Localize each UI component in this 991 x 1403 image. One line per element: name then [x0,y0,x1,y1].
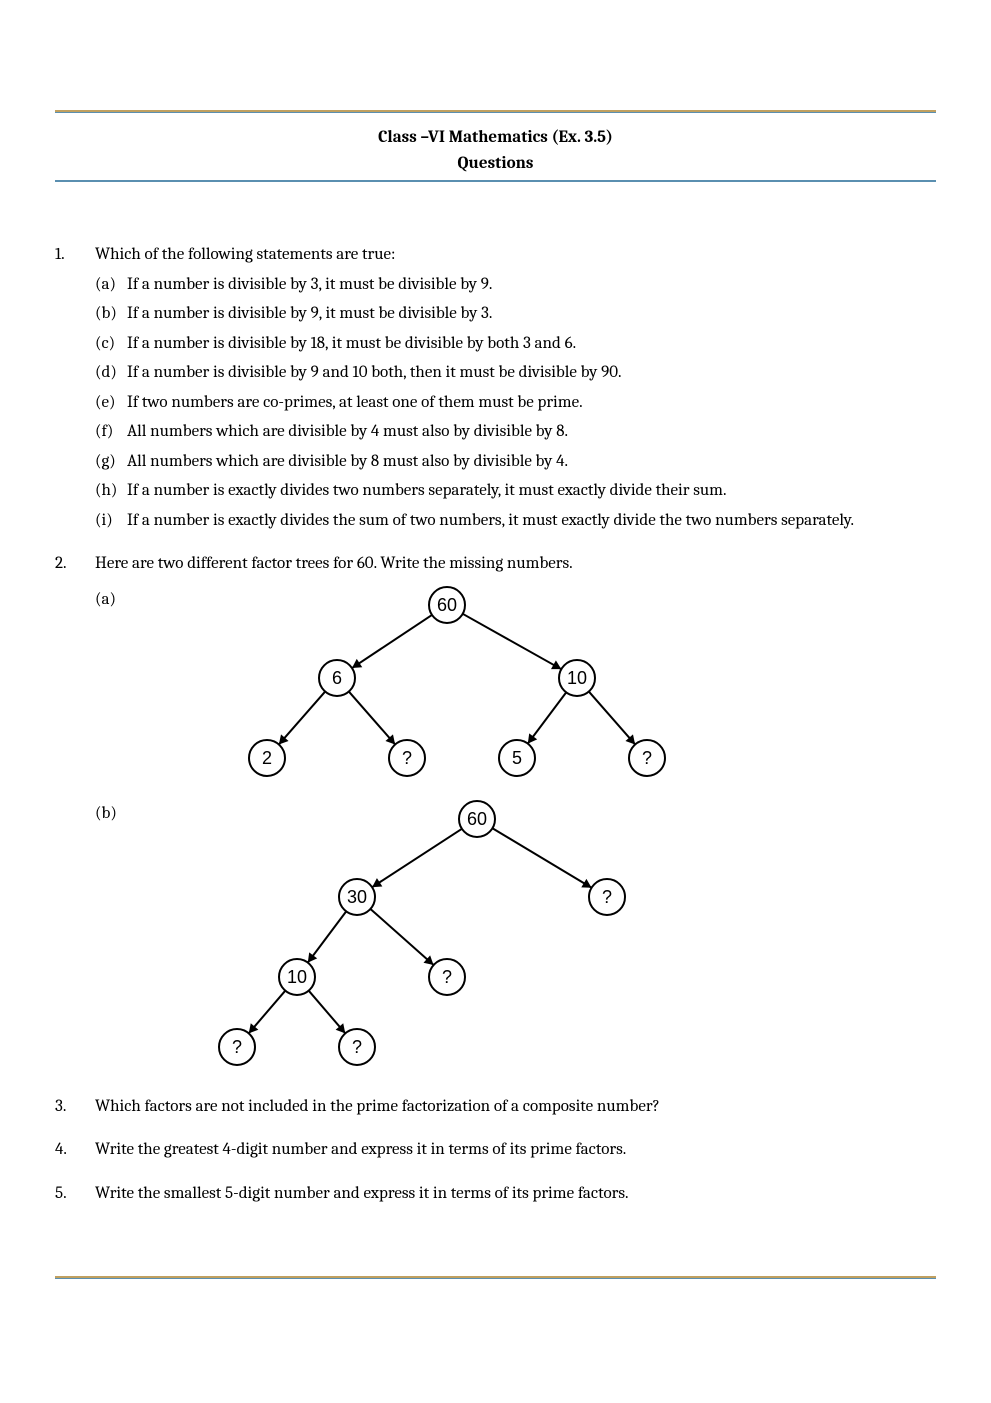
question-prompt: Here are two different factor trees for … [95,551,936,577]
sub-text: If a number is exactly divides two numbe… [127,478,936,504]
question: 5.Write the smallest 5-digit number and … [55,1181,936,1207]
sub-label: (d) [95,360,127,386]
sub-label: (a) [95,272,127,298]
question-body: Which of the following statements are tr… [95,242,936,533]
header-underline [55,180,936,182]
tree-label: (a) [95,583,127,792]
svg-text:?: ? [402,748,412,768]
sub-text: If two numbers are co-primes, at least o… [127,390,936,416]
question: 2.Here are two different factor trees fo… [55,551,936,1076]
sub-item: (e)If two numbers are co-primes, at leas… [95,390,936,416]
svg-text:60: 60 [437,595,457,615]
question-prompt: Which factors are not included in the pr… [95,1094,936,1120]
sub-list: (a)If a number is divisible by 3, it mus… [95,272,936,534]
question-number: 2. [55,551,95,1076]
sub-label: (b) [95,301,127,327]
question-prompt: Write the smallest 5-digit number and ex… [95,1181,936,1207]
question-prompt: Which of the following statements are tr… [95,242,936,268]
page-subtitle: Questions [55,151,936,177]
question-body: Write the smallest 5-digit number and ex… [95,1181,936,1207]
top-divider [55,110,936,113]
question-body: Which factors are not included in the pr… [95,1094,936,1120]
sub-label: (f) [95,419,127,445]
factor-tree: 60 6 10 2? 5? [187,583,707,783]
sub-text: All numbers which are divisible by 4 mus… [127,419,936,445]
sub-label: (g) [95,449,127,475]
question: 3.Which factors are not included in the … [55,1094,936,1120]
sub-item: (h)If a number is exactly divides two nu… [95,478,936,504]
sub-item: (c)If a number is divisible by 18, it mu… [95,331,936,357]
question: 4.Write the greatest 4-digit number and … [55,1137,936,1163]
sub-label: (i) [95,508,127,534]
page-title: Class –VI Mathematics (Ex. 3.5) [55,125,936,151]
svg-text:?: ? [352,1037,362,1057]
svg-text:?: ? [602,887,612,907]
tree-container: (b) 60 30? 10??? [95,797,936,1076]
svg-text:60: 60 [467,809,487,829]
svg-text:?: ? [642,748,652,768]
question-number: 1. [55,242,95,533]
svg-text:10: 10 [567,668,587,688]
question: 1.Which of the following statements are … [55,242,936,533]
svg-text:2: 2 [262,748,272,768]
sub-item: (i)If a number is exactly divides the su… [95,508,936,534]
question-number: 3. [55,1094,95,1120]
question-number: 5. [55,1181,95,1207]
sub-label: (h) [95,478,127,504]
sub-text: All numbers which are divisible by 8 mus… [127,449,936,475]
sub-text: If a number is divisible by 18, it must … [127,331,936,357]
svg-text:30: 30 [347,887,367,907]
svg-text:?: ? [232,1037,242,1057]
svg-text:6: 6 [332,668,342,688]
question-number: 4. [55,1137,95,1163]
sub-text: If a number is exactly divides the sum o… [127,508,936,534]
tree-container: (a) 60 6 10 2? 5? [95,583,936,792]
sub-item: (g)All numbers which are divisible by 8 … [95,449,936,475]
sub-item: (a)If a number is divisible by 3, it mus… [95,272,936,298]
question-body: Write the greatest 4-digit number and ex… [95,1137,936,1163]
sub-label: (e) [95,390,127,416]
sub-item: (f)All numbers which are divisible by 4 … [95,419,936,445]
questions-container: 1.Which of the following statements are … [55,242,936,1206]
sub-item: (d)If a number is divisible by 9 and 10 … [95,360,936,386]
sub-text: If a number is divisible by 3, it must b… [127,272,936,298]
bottom-divider [55,1276,936,1279]
question-prompt: Write the greatest 4-digit number and ex… [95,1137,936,1163]
svg-text:10: 10 [287,967,307,987]
sub-label: (c) [95,331,127,357]
tree-label: (b) [95,797,127,1076]
question-body: Here are two different factor trees for … [95,551,936,1076]
sub-text: If a number is divisible by 9, it must b… [127,301,936,327]
svg-text:5: 5 [512,748,522,768]
svg-text:?: ? [442,967,452,987]
factor-tree: 60 30? 10??? [187,797,707,1067]
sub-item: (b)If a number is divisible by 9, it mus… [95,301,936,327]
sub-text: If a number is divisible by 9 and 10 bot… [127,360,936,386]
